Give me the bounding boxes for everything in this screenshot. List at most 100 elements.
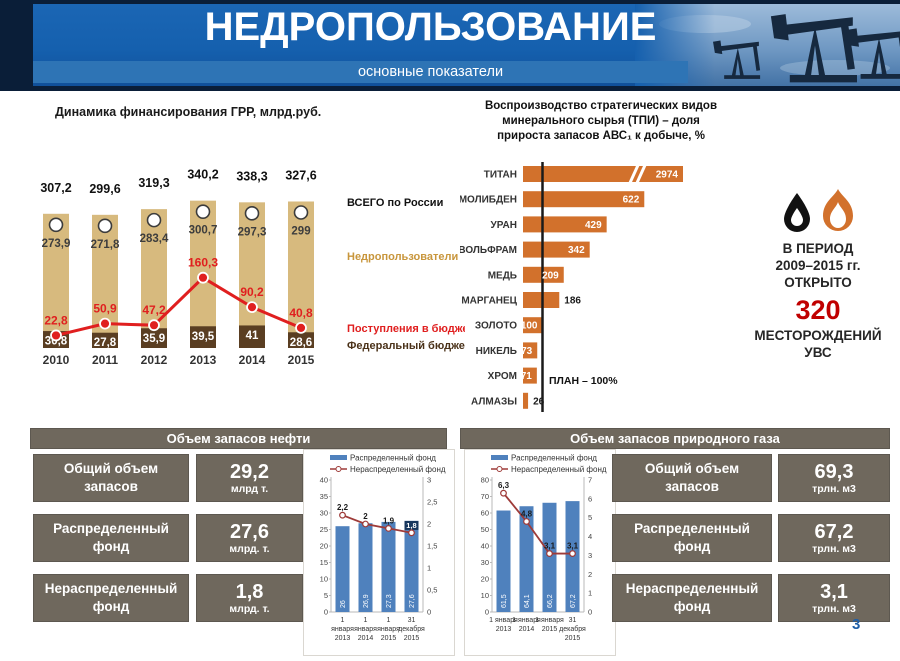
total-value-label: 340,2 (187, 168, 218, 182)
gas-total-number: 69,3 (814, 460, 854, 483)
federal-budget-value-label: 35,9 (143, 333, 165, 345)
finance-chart-svg: 307,2 273,9 30,8 2010 299,6 271,8 27,8 2011 319,… (40, 168, 474, 367)
left-tick-label: 80 (481, 476, 489, 485)
oil-undistributed-value: 1,8 млрд. т. (196, 574, 303, 622)
bar-value-label: 26,9 (363, 594, 370, 608)
mineral-value-label: 2974 (656, 170, 679, 181)
oil-distributed-number: 27,6 (230, 520, 269, 543)
right-tick-label: 1 (588, 589, 592, 598)
total-marker (146, 212, 162, 228)
line-marker (408, 529, 415, 537)
mineral-value-label: 73 (521, 346, 533, 357)
line-value-label: 6,3 (498, 481, 510, 490)
year-label: 2012 (141, 353, 168, 367)
budget-income-value-label: 22,8 (44, 313, 68, 327)
bar-value-label: 64,1 (524, 594, 531, 608)
mineral-name-label: МОЛИБДЕН (460, 195, 517, 206)
budget-income-value-label: 47,2 (142, 303, 166, 317)
right-tick-label: 3 (427, 476, 431, 485)
right-tick-label: 1 (427, 564, 431, 573)
oil-undistributed-unit: млрд. т. (229, 602, 270, 615)
x-category-label: 2015 (565, 635, 581, 642)
total-marker (97, 218, 113, 234)
subsoil-users-value-label: 271,8 (91, 239, 120, 251)
bar-value-label: 67,2 (570, 594, 577, 608)
mineral-name-label: НИКЕЛЬ (476, 346, 517, 357)
subsoil-users-value-label: 300,7 (189, 225, 218, 237)
uvs-period-line3: ОТКРЫТО (784, 275, 852, 290)
line-value-label: 1,9 (383, 516, 395, 525)
line-marker (523, 518, 530, 525)
oil-undistributed-label: Нераспределенный фонд (33, 574, 189, 622)
line-value-label: 4,8 (521, 509, 533, 518)
mineral-value-label: 342 (568, 245, 585, 256)
distributed-fund-bar (496, 510, 511, 612)
gas-total-label: Общий объем запасов (612, 454, 772, 502)
bar-value-label: 27,3 (386, 594, 393, 608)
distributed-fund-bar (519, 506, 534, 612)
pumpjacks-svg (635, 4, 900, 86)
oil-distributed-unit: млрд. т. (229, 542, 270, 555)
uvs-period-line2: 2009–2015 гг. (775, 258, 861, 273)
legend-undistributed: Нераспределенный фонд (511, 465, 607, 474)
right-tick-label: 7 (588, 476, 592, 485)
left-tick-label: 10 (320, 575, 328, 584)
budget-income-line (55, 275, 302, 337)
x-category-label: 1 (341, 617, 345, 624)
right-tick-label: 1,5 (427, 542, 437, 551)
mineral-value-label: 100 (521, 321, 538, 332)
mineral-bar (523, 292, 560, 308)
gas-mini-chart: Распределенный фонд Нераспределенный фонд… (464, 449, 616, 656)
left-tick-label: 5 (324, 591, 328, 600)
line-marker (362, 520, 369, 528)
budget-income-value-label: 50,9 (93, 302, 117, 316)
undistributed-fund-line (342, 514, 412, 534)
uvs-count: 320 (795, 295, 841, 325)
gas-undistributed-value: 3,1 трлн. м3 (778, 574, 890, 622)
x-category-label: января (377, 626, 400, 633)
total-marker (293, 205, 309, 220)
x-category-label: 2014 (358, 635, 374, 642)
subsoil-users-value-label: 297,3 (238, 226, 267, 238)
bar-value-label: 66,2 (547, 594, 554, 608)
total-value-label: 299,6 (89, 182, 120, 196)
line-value-label: 3,1 (567, 542, 579, 551)
x-category-label: 1 января (489, 617, 518, 624)
gas-undistributed-number: 3,1 (820, 580, 848, 603)
legend-distributed: Распределенный фонд (350, 454, 436, 463)
oil-drop-icon (783, 193, 810, 232)
right-tick-label: 5 (588, 513, 592, 522)
x-category-label: 2015 (404, 635, 420, 642)
minerals-title-line: Воспроизводство стратегических видов (484, 100, 718, 112)
x-category-label: 31 (569, 617, 577, 624)
federal-budget-bar (288, 332, 314, 348)
left-tick-label: 0 (324, 608, 328, 617)
finance-chart-title: Динамика финансирования ГРР, млрд.руб. (55, 105, 322, 119)
x-category-label: 1 (387, 617, 391, 624)
right-tick-label: 2 (427, 520, 431, 529)
federal-budget-value-label: 39,5 (192, 331, 215, 343)
mineral-bar (523, 342, 538, 359)
subsoil-users-value-label: 273,9 (42, 238, 71, 250)
distributed-fund-bar (542, 502, 557, 612)
gas-distributed-label: Распределенный фонд (612, 514, 772, 562)
distributed-fund-bar (358, 523, 373, 612)
gas-distributed-unit: трлн. м3 (812, 542, 856, 555)
undistributed-cap (404, 520, 419, 530)
mineral-value-label: 209 (542, 270, 559, 281)
federal-budget-bar (239, 325, 265, 348)
mineral-name-label: ВОЛЬФРАМ (460, 245, 517, 256)
budget-income-marker (246, 301, 258, 314)
federal-budget-value-label: 27,8 (94, 337, 117, 349)
right-tick-label: 0,5 (427, 586, 437, 595)
uvs-fields-label: МЕСТОРОЖДЕНИЙ (754, 328, 882, 343)
minerals-chart-title: Воспроизводство стратегических видов мине… (455, 99, 747, 145)
mineral-bar (523, 317, 543, 334)
x-category-label: 1 (364, 617, 368, 624)
legend-line-marker (496, 466, 503, 472)
budget-income-value-label: 90,2 (240, 285, 264, 299)
left-tick-label: 70 (481, 492, 489, 501)
minerals-chart-svg: ТИТАН 2974 МОЛИБДЕН 622 УРАН 429 ВОЛЬФРАМ 342 МЕ… (458, 162, 683, 412)
left-tick-label: 30 (481, 558, 489, 567)
